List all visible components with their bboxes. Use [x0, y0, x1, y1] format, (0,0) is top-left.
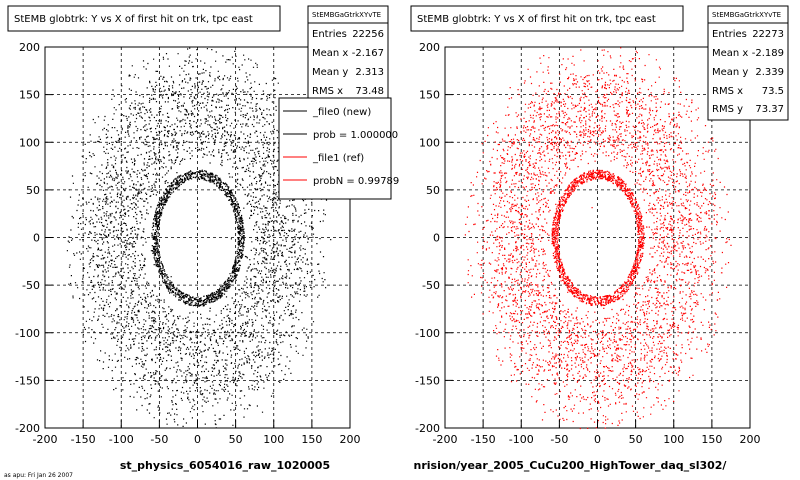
x-tick-label: -50 — [150, 433, 168, 446]
right-xlabel: nrision/year_2005_CuCu200_HighTower_daq_… — [414, 459, 728, 472]
right-title: StEMB globtrk: Y vs X of first hit on tr… — [417, 14, 656, 25]
right-stats-rmsy-label: RMS y — [712, 104, 743, 115]
y-tick-label: -50 — [422, 279, 440, 292]
right-histogram-panel: -200 -150 -100 -50 0 50 100 150 200 200 150 100 50 0 -… — [410, 5, 789, 472]
left-stats-meany-label: Mean y — [312, 67, 348, 78]
right-stats-meany-label: Mean y — [712, 67, 748, 78]
y-tick-label: -100 — [15, 327, 40, 340]
right-stats-entries: 22273 — [752, 29, 784, 40]
legend-file0: _file0 (new) — [312, 107, 371, 118]
y-tick-label: -150 — [415, 374, 440, 387]
x-tick-label: 100 — [263, 433, 284, 446]
x-tick-label: 0 — [594, 433, 601, 446]
y-tick-label: 100 — [419, 136, 440, 149]
y-tick-label: 50 — [26, 184, 40, 197]
y-tick-label: -200 — [415, 422, 440, 435]
x-tick-label: -150 — [471, 433, 496, 446]
y-tick-label: 0 — [433, 232, 440, 245]
x-tick-label: -100 — [509, 433, 534, 446]
footer-timestamp: as apu: Fri Jan 26 2007 — [4, 472, 73, 479]
left-scatter-points — [66, 47, 332, 429]
x-tick-label: 100 — [663, 433, 684, 446]
y-tick-label: -50 — [22, 279, 40, 292]
right-axis-ticks: -200 -150 -100 -50 0 50 100 150 200 200 150 100 50 0 -… — [415, 41, 760, 446]
y-tick-label: -150 — [15, 374, 40, 387]
left-axis-ticks: -200 -150 -100 -50 0 50 100 150 200 200 150 100 50 0 -… — [15, 41, 360, 446]
x-tick-label: 150 — [301, 433, 322, 446]
x-tick-label: -200 — [33, 433, 58, 446]
legend-prob: prob = 1.000000 — [313, 130, 398, 141]
x-tick-label: -200 — [433, 433, 458, 446]
right-title-box — [410, 5, 684, 32]
right-stats-meanx-label: Mean x — [712, 48, 748, 59]
left-xlabel: st_physics_6054016_raw_1020005 — [120, 459, 330, 472]
scatter-points — [464, 47, 732, 430]
x-tick-label: -100 — [109, 433, 134, 446]
x-tick-label: -50 — [550, 433, 568, 446]
right-stats-name: StEMBGaGtrkXYvTE — [712, 11, 781, 19]
left-title: StEMB globtrk: Y vs X of first hit on tr… — [14, 14, 253, 25]
left-stats-rmsx: 73.48 — [355, 86, 384, 97]
left-legend-box: _file0 (new) prob = 1.000000 _file1 (ref… — [278, 97, 399, 200]
right-scatter-points — [464, 47, 732, 430]
y-tick-label: 150 — [419, 89, 440, 102]
x-tick-label: 200 — [740, 433, 761, 446]
legend-probN: probN = 0.99789 — [313, 176, 399, 187]
y-tick-label: -100 — [415, 327, 440, 340]
y-tick-label: 50 — [426, 184, 440, 197]
right-stats-entries-label: Entries — [712, 29, 747, 40]
left-stats-meanx-label: Mean x — [312, 48, 348, 59]
x-tick-label: 0 — [194, 433, 201, 446]
scatter-points — [66, 47, 332, 429]
right-stats-rmsx-label: RMS x — [712, 86, 743, 97]
right-stats-rmsx: 73.5 — [762, 86, 784, 97]
left-stats-box: StEMBGaGtrkXYvTE Entries 22256 Mean x -2… — [307, 5, 389, 105]
left-stats-meany: 2.313 — [355, 67, 384, 78]
left-stats-name: StEMBGaGtrkXYvTE — [312, 11, 381, 19]
x-tick-label: 200 — [340, 433, 361, 446]
right-stats-meanx: -2.189 — [752, 48, 784, 59]
left-stats-entries-label: Entries — [312, 29, 347, 40]
right-stats-box: StEMBGaGtrkXYvTE Entries 22273 Mean x -2… — [707, 5, 789, 121]
y-tick-label: 200 — [19, 41, 40, 54]
left-histogram-panel: -200 -150 -100 -50 0 50 100 150 200 200 150 100 50 0 -… — [7, 5, 399, 472]
x-tick-label: -150 — [71, 433, 96, 446]
left-stats-entries: 22256 — [352, 29, 384, 40]
x-tick-label: 50 — [629, 433, 643, 446]
y-tick-label: -200 — [15, 422, 40, 435]
y-tick-label: 150 — [19, 89, 40, 102]
left-title-box — [7, 5, 281, 32]
left-stats-rmsx-label: RMS x — [312, 86, 343, 97]
x-tick-label: 150 — [701, 433, 722, 446]
right-stats-meany: 2.339 — [755, 67, 784, 78]
legend-file1: _file1 (ref) — [312, 153, 364, 164]
x-tick-label: 50 — [229, 433, 243, 446]
left-stats-meanx: -2.167 — [352, 48, 384, 59]
right-stats-rmsy: 73.37 — [755, 104, 784, 115]
y-tick-label: 100 — [19, 136, 40, 149]
y-tick-label: 200 — [419, 41, 440, 54]
y-tick-label: 0 — [33, 232, 40, 245]
